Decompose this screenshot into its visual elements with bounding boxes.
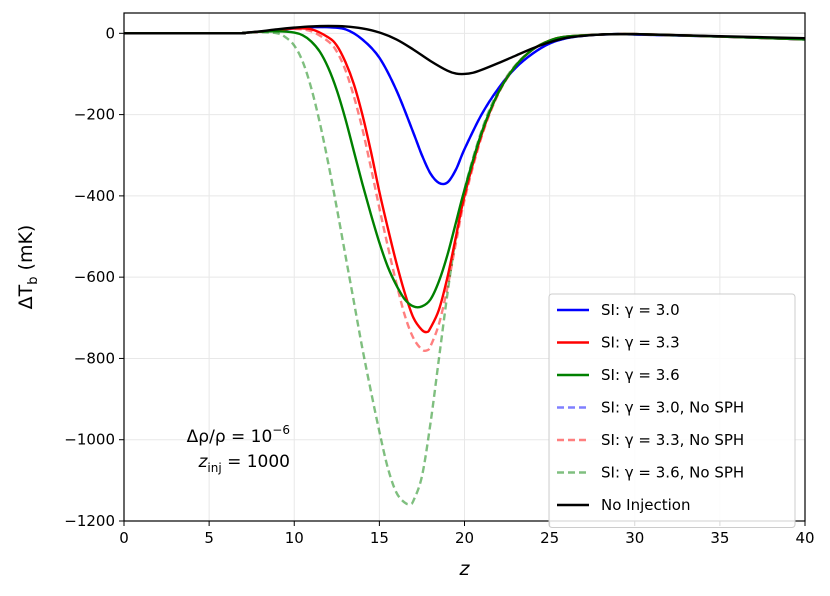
y-tick-label: −800 bbox=[74, 349, 115, 367]
axis-ticks: 0 5 10 15 20 25 30 35 40 0 −200 −400 −600 −800 −1000 −1… bbox=[64, 24, 814, 547]
legend-label-4: SI: γ = 3.3, No SPH bbox=[601, 431, 744, 449]
annotation-density-exp: −6 bbox=[272, 423, 290, 437]
y-tick-label: −1200 bbox=[64, 512, 115, 530]
annotation-z-sub: inj bbox=[207, 461, 221, 475]
x-tick-label: 40 bbox=[795, 529, 814, 547]
y-axis-title-sub: b bbox=[26, 276, 41, 284]
series-line-4 bbox=[123, 27, 806, 353]
series-line-6 bbox=[123, 24, 806, 76]
y-tick-label: −400 bbox=[74, 187, 115, 205]
annotation-z-rhs: = 1000 bbox=[222, 452, 290, 472]
legend-label-6: No Injection bbox=[601, 496, 690, 514]
x-tick-label: 25 bbox=[540, 529, 559, 547]
y-axis-title-unit: (mK) bbox=[15, 225, 37, 277]
y-tick-label: 0 bbox=[105, 24, 115, 42]
legend-label-3: SI: γ = 3.0, No SPH bbox=[601, 399, 744, 417]
legend-label-1: SI: γ = 3.3 bbox=[601, 334, 680, 352]
y-axis-title-delta: ΔT bbox=[15, 284, 37, 309]
x-tick-label: 30 bbox=[625, 529, 644, 547]
legend: SI: γ = 3.0 SI: γ = 3.3 SI: γ = 3.6 SI: γ =… bbox=[548, 293, 796, 528]
x-tick-label: 20 bbox=[455, 529, 474, 547]
legend-label-0: SI: γ = 3.0 bbox=[601, 301, 680, 319]
x-tick-label: 0 bbox=[119, 529, 129, 547]
annotation-z-injection: zinj = 1000 bbox=[197, 452, 290, 475]
x-tick-label: 35 bbox=[710, 529, 729, 547]
annotation: Δρ/ρ = 10−6 zinj = 1000 bbox=[187, 423, 290, 475]
y-tick-label: −600 bbox=[74, 268, 115, 286]
y-axis-title: ΔTb (mK) bbox=[15, 225, 41, 310]
y-tick-label: −1000 bbox=[64, 431, 115, 449]
legend-box bbox=[548, 293, 796, 528]
plot-lines bbox=[123, 24, 806, 506]
x-tick-label: 15 bbox=[370, 529, 389, 547]
annotation-density-lhs: Δρ/ρ = 10 bbox=[187, 427, 273, 447]
legend-label-5: SI: γ = 3.6, No SPH bbox=[601, 464, 744, 482]
x-tick-label: 5 bbox=[204, 529, 214, 547]
x-axis-title: z bbox=[459, 558, 471, 580]
annotation-z-lhs: z bbox=[197, 452, 208, 472]
x-tick-label: 10 bbox=[285, 529, 304, 547]
y-tick-label: −200 bbox=[74, 106, 115, 124]
annotation-density-contrast: Δρ/ρ = 10−6 bbox=[187, 423, 290, 447]
legend-label-2: SI: γ = 3.6 bbox=[601, 366, 680, 384]
